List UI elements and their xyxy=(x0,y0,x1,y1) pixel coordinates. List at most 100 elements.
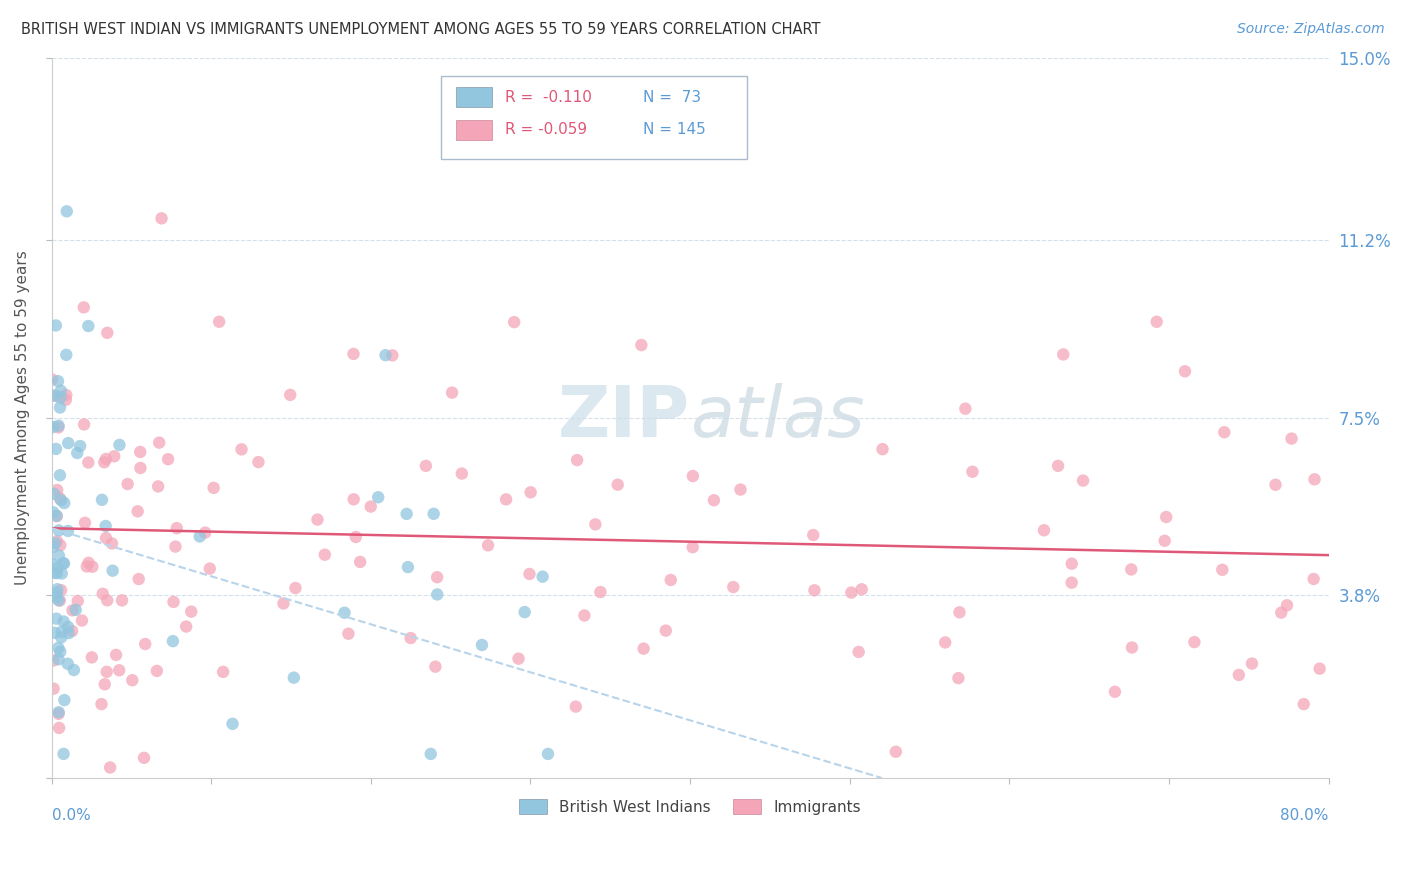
Point xyxy=(44,566,66,580)
Point xyxy=(132,751,155,765)
Point xyxy=(503,315,526,329)
Point xyxy=(51,624,73,639)
Point xyxy=(342,347,364,361)
Point xyxy=(565,699,588,714)
Point xyxy=(1104,685,1126,699)
Point xyxy=(51,493,73,508)
Text: atlas: atlas xyxy=(690,384,865,452)
Bar xyxy=(457,120,492,140)
Point xyxy=(66,594,89,608)
Point xyxy=(934,635,956,649)
Point xyxy=(48,652,70,666)
Point xyxy=(46,560,69,574)
Point xyxy=(531,569,554,583)
Point xyxy=(44,625,66,640)
Point xyxy=(851,582,873,597)
Point xyxy=(1121,640,1143,655)
Point xyxy=(111,593,134,607)
Text: Source: ZipAtlas.com: Source: ZipAtlas.com xyxy=(1237,22,1385,37)
Point xyxy=(49,391,72,405)
Point xyxy=(1047,458,1070,473)
Point xyxy=(395,507,418,521)
Point xyxy=(1060,557,1083,571)
Point xyxy=(52,747,75,761)
Point xyxy=(343,492,366,507)
Point xyxy=(425,659,447,673)
Point xyxy=(1292,697,1315,711)
Point xyxy=(73,516,96,530)
Point xyxy=(46,483,69,497)
Bar xyxy=(457,87,492,107)
Point xyxy=(42,540,65,554)
Point xyxy=(46,582,69,597)
Point xyxy=(121,673,143,688)
Point xyxy=(94,531,117,545)
Point xyxy=(73,417,96,432)
Text: BRITISH WEST INDIAN VS IMMIGRANTS UNEMPLOYMENT AMONG AGES 55 TO 59 YEARS CORRELA: BRITISH WEST INDIAN VS IMMIGRANTS UNEMPL… xyxy=(21,22,821,37)
Point xyxy=(45,586,67,600)
Point xyxy=(471,638,494,652)
Point xyxy=(1281,432,1303,446)
Point xyxy=(93,455,115,469)
Point xyxy=(45,508,67,523)
Text: 0.0%: 0.0% xyxy=(52,808,90,823)
Point xyxy=(583,517,606,532)
Point xyxy=(49,583,72,598)
Point xyxy=(48,640,70,655)
Y-axis label: Unemployment Among Ages 55 to 59 years: Unemployment Among Ages 55 to 59 years xyxy=(15,251,30,585)
Point xyxy=(45,566,67,581)
Point xyxy=(1184,635,1206,649)
Point xyxy=(53,496,76,510)
Point xyxy=(1052,347,1074,361)
Point xyxy=(884,745,907,759)
Point xyxy=(49,468,72,483)
Point xyxy=(45,389,67,403)
Point xyxy=(848,645,870,659)
Point xyxy=(284,581,307,595)
Point xyxy=(495,492,517,507)
Point xyxy=(55,348,77,362)
Point xyxy=(399,631,422,645)
Point xyxy=(53,557,76,571)
Point xyxy=(1227,668,1250,682)
Point xyxy=(45,591,67,605)
Point xyxy=(49,538,72,552)
Point xyxy=(374,348,396,362)
Point xyxy=(42,388,65,402)
Point xyxy=(105,648,128,662)
Point xyxy=(98,760,121,774)
Point xyxy=(165,540,187,554)
Point xyxy=(103,449,125,463)
Point xyxy=(166,521,188,535)
Point xyxy=(682,540,704,554)
Point xyxy=(1146,315,1168,329)
Point xyxy=(344,530,367,544)
Point xyxy=(45,612,67,626)
Text: N =  73: N = 73 xyxy=(643,90,702,104)
Point xyxy=(129,461,152,475)
Point xyxy=(101,564,124,578)
Point xyxy=(41,372,63,386)
Point xyxy=(49,645,72,659)
Point xyxy=(349,555,371,569)
Point xyxy=(948,671,970,685)
Point xyxy=(55,392,77,407)
Point xyxy=(46,534,69,549)
Point xyxy=(1270,606,1292,620)
Point xyxy=(56,657,79,671)
Point xyxy=(513,605,536,619)
Point xyxy=(655,624,678,638)
Point xyxy=(659,573,682,587)
Point xyxy=(202,481,225,495)
Point xyxy=(96,665,118,679)
Point xyxy=(1060,575,1083,590)
Point xyxy=(70,614,93,628)
Point xyxy=(49,384,72,398)
Point xyxy=(96,593,118,607)
Point xyxy=(42,681,65,696)
Point xyxy=(52,557,75,571)
Point xyxy=(360,500,382,514)
Point xyxy=(441,385,464,400)
Point xyxy=(730,483,752,497)
Point xyxy=(48,706,70,721)
